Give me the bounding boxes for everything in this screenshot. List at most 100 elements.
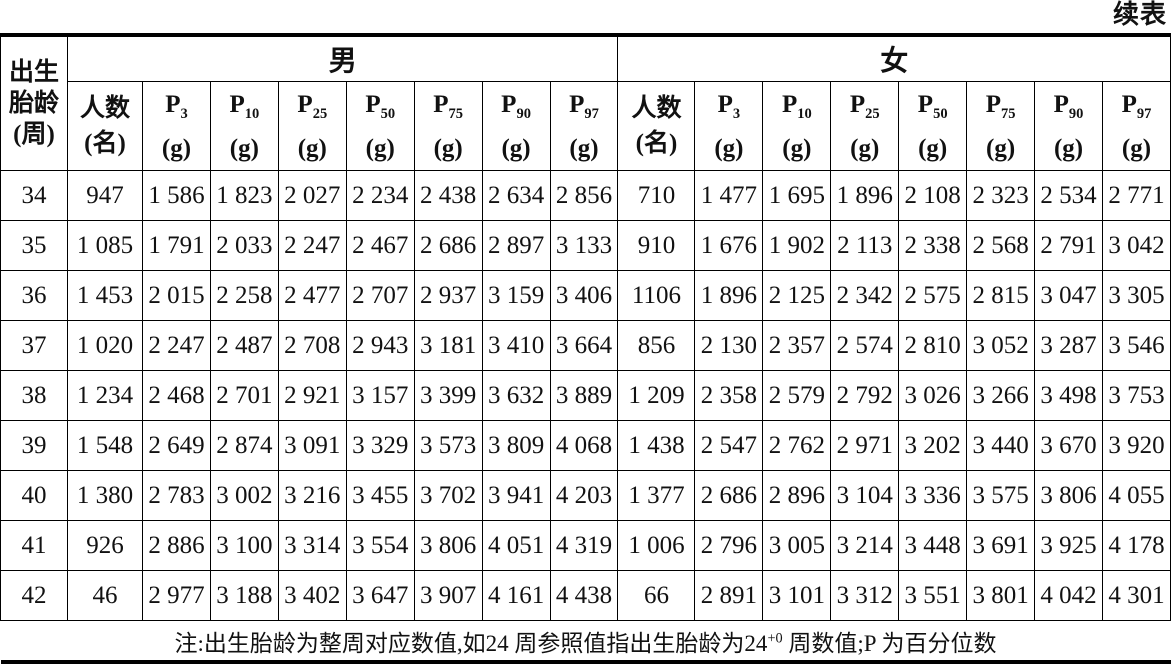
value-cell: 3 202: [898, 420, 968, 471]
table-row: 38 1 234 2 468 2 701 2 921 3 157 3 399 3 632 3 8…: [0, 370, 1171, 421]
value-cell: 3 329: [345, 420, 415, 471]
value-cell: 2 247: [277, 220, 347, 271]
col-header-male-count: 人数 (名): [67, 81, 143, 171]
table-row: 37 1 020 2 247 2 487 2 708 2 943 3 181 3 410 3 6…: [0, 320, 1171, 371]
value-cell: 2 338: [898, 220, 968, 271]
value-cell: 4 055: [1101, 470, 1171, 521]
value-cell: 2 247: [142, 320, 211, 371]
value-cell: 2 468: [142, 370, 211, 421]
value-cell: 1 438: [617, 420, 696, 471]
value-cell: 3 806: [413, 520, 483, 571]
value-cell: 2 791: [1034, 220, 1103, 271]
value-cell: 3 402: [277, 570, 347, 621]
footnote-row: 注:出生胎龄为整周对应数值,如24 周参照值指出生胎龄为24+0 周数值;P 为…: [0, 620, 1171, 662]
value-cell: 3 753: [1101, 370, 1171, 421]
value-cell: 2 130: [694, 320, 764, 371]
value-cell: 3 214: [830, 520, 900, 571]
value-cell: 4 042: [1034, 570, 1103, 621]
value-cell: 2 856: [549, 170, 619, 221]
value-cell: 3 647: [345, 570, 415, 621]
value-cell: 2 467: [345, 220, 415, 271]
corner-line: 胎龄: [8, 90, 59, 117]
value-cell: 3 632: [481, 370, 551, 421]
footnote-text: 注:出生胎龄为整周对应数值,如24 周参照值指出生胎龄为24: [174, 630, 768, 656]
value-cell: 4 161: [481, 570, 551, 621]
value-cell: 1 896: [830, 170, 900, 221]
value-cell: 2 534: [1034, 170, 1103, 221]
value-cell: 2 323: [966, 170, 1036, 221]
table-row: 35 1 085 1 791 2 033 2 247 2 467 2 686 2 897 3 1…: [0, 220, 1171, 271]
value-cell: 2 568: [966, 220, 1036, 271]
value-cell: 1 902: [762, 220, 832, 271]
value-cell: 2 937: [413, 270, 483, 321]
col-header-male-p10: P10 (g): [209, 81, 279, 171]
week-cell: 40: [0, 470, 68, 521]
value-cell: 1 377: [617, 470, 696, 521]
value-cell: 2 783: [142, 470, 211, 521]
value-cell: 2 477: [277, 270, 347, 321]
value-cell: 2 487: [209, 320, 279, 371]
value-cell: 4 051: [481, 520, 551, 571]
col-header-female-count: 人数 (名): [617, 81, 696, 171]
value-cell: 3 104: [830, 470, 900, 521]
value-cell: 3 159: [481, 270, 551, 321]
col-header-female-p97: P97 (g): [1101, 81, 1171, 171]
value-cell: 3 216: [277, 470, 347, 521]
col-header-female-p75: P75 (g): [966, 81, 1036, 171]
value-cell: 2 891: [694, 570, 764, 621]
value-cell: 3 026: [898, 370, 968, 421]
value-cell: 3 554: [345, 520, 415, 571]
value-cell: 3 573: [413, 420, 483, 471]
value-cell: 1 006: [617, 520, 696, 571]
col-header-female-p10: P10 (g): [762, 81, 832, 171]
value-cell: 2 015: [142, 270, 211, 321]
value-cell: 2 762: [762, 420, 832, 471]
week-cell: 36: [0, 270, 68, 321]
value-cell: 1 453: [67, 270, 143, 321]
value-cell: 3 399: [413, 370, 483, 421]
value-cell: 3 047: [1034, 270, 1103, 321]
group-header-female: 女: [617, 34, 1171, 82]
value-cell: 4 301: [1101, 570, 1171, 621]
value-cell: 3 091: [277, 420, 347, 471]
value-cell: 2 686: [694, 470, 764, 521]
value-cell: 2 342: [830, 270, 900, 321]
value-cell: 1 586: [142, 170, 211, 221]
value-cell: 1 477: [694, 170, 764, 221]
value-cell: 3 305: [1101, 270, 1171, 321]
value-cell: 3 546: [1101, 320, 1171, 371]
value-cell: 3 575: [966, 470, 1036, 521]
value-cell: 2 234: [345, 170, 415, 221]
value-cell: 2 977: [142, 570, 211, 621]
value-cell: 2 701: [209, 370, 279, 421]
value-cell: 2 943: [345, 320, 415, 371]
value-cell: 2 438: [413, 170, 483, 221]
value-cell: 3 157: [345, 370, 415, 421]
col-header-male-p3: P3 (g): [142, 81, 211, 171]
value-cell: 3 551: [898, 570, 968, 621]
value-cell: 1 896: [694, 270, 764, 321]
value-cell: 2 358: [694, 370, 764, 421]
value-cell: 710: [617, 170, 696, 221]
col-header-female-p3: P3 (g): [694, 81, 764, 171]
value-cell: 1 209: [617, 370, 696, 421]
value-cell: 2 634: [481, 170, 551, 221]
week-cell: 39: [0, 420, 68, 471]
value-cell: 3 100: [209, 520, 279, 571]
value-cell: 926: [67, 520, 143, 571]
value-cell: 3 801: [966, 570, 1036, 621]
table-row: 34 947 1 586 1 823 2 027 2 234 2 438 2 634 2 856…: [0, 170, 1171, 221]
value-cell: 3 889: [549, 370, 619, 421]
value-cell: 1 020: [67, 320, 143, 371]
value-cell: 1 676: [694, 220, 764, 271]
value-cell: 3 101: [762, 570, 832, 621]
value-cell: 3 702: [413, 470, 483, 521]
value-cell: 2 707: [345, 270, 415, 321]
value-cell: 2 258: [209, 270, 279, 321]
table-row: 41 926 2 886 3 100 3 314 3 554 3 806 4 051 4 319…: [0, 520, 1171, 571]
value-cell: 46: [67, 570, 143, 621]
value-cell: 3 809: [481, 420, 551, 471]
col-header-male-p50: P50 (g): [345, 81, 415, 171]
value-cell: 2 547: [694, 420, 764, 471]
